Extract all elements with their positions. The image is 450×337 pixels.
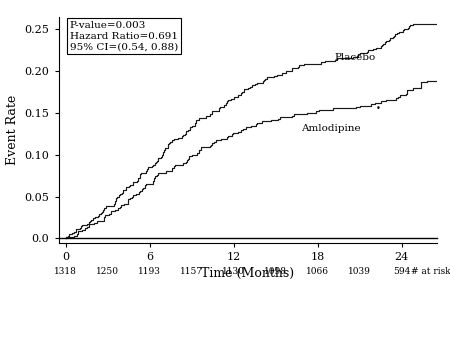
Text: 594: 594 xyxy=(393,267,410,276)
Text: Amlodipine: Amlodipine xyxy=(301,124,360,133)
Text: 1039: 1039 xyxy=(348,267,371,276)
Text: •: • xyxy=(375,103,380,113)
Text: 1193: 1193 xyxy=(138,267,161,276)
Text: 1318: 1318 xyxy=(54,267,77,276)
Text: 1098: 1098 xyxy=(264,267,287,276)
X-axis label: Time (Months): Time (Months) xyxy=(201,267,294,280)
Text: # at risk: # at risk xyxy=(411,267,450,276)
Text: P-value=0.003
Hazard Ratio=0.691
95% CI=(0.54, 0.88): P-value=0.003 Hazard Ratio=0.691 95% CI=… xyxy=(70,21,178,51)
Text: 1066: 1066 xyxy=(306,267,329,276)
Text: Placebo: Placebo xyxy=(334,53,376,62)
Text: 1130: 1130 xyxy=(222,267,245,276)
Text: 1250: 1250 xyxy=(96,267,119,276)
Text: 1157: 1157 xyxy=(180,267,203,276)
Y-axis label: Event Rate: Event Rate xyxy=(6,95,19,165)
